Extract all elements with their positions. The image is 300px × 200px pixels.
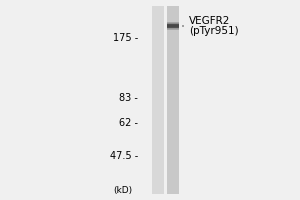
Bar: [167, 6, 178, 194]
Text: 47.5 -: 47.5 -: [110, 151, 138, 161]
Bar: [152, 6, 164, 194]
Text: VEGFR2: VEGFR2: [189, 16, 230, 26]
Text: (pTyr951): (pTyr951): [189, 26, 238, 36]
Bar: [167, 24, 178, 28]
Text: 83 -: 83 -: [119, 93, 138, 103]
Text: 62 -: 62 -: [119, 118, 138, 128]
Text: (kD): (kD): [113, 186, 132, 194]
Text: 175 -: 175 -: [113, 33, 138, 43]
